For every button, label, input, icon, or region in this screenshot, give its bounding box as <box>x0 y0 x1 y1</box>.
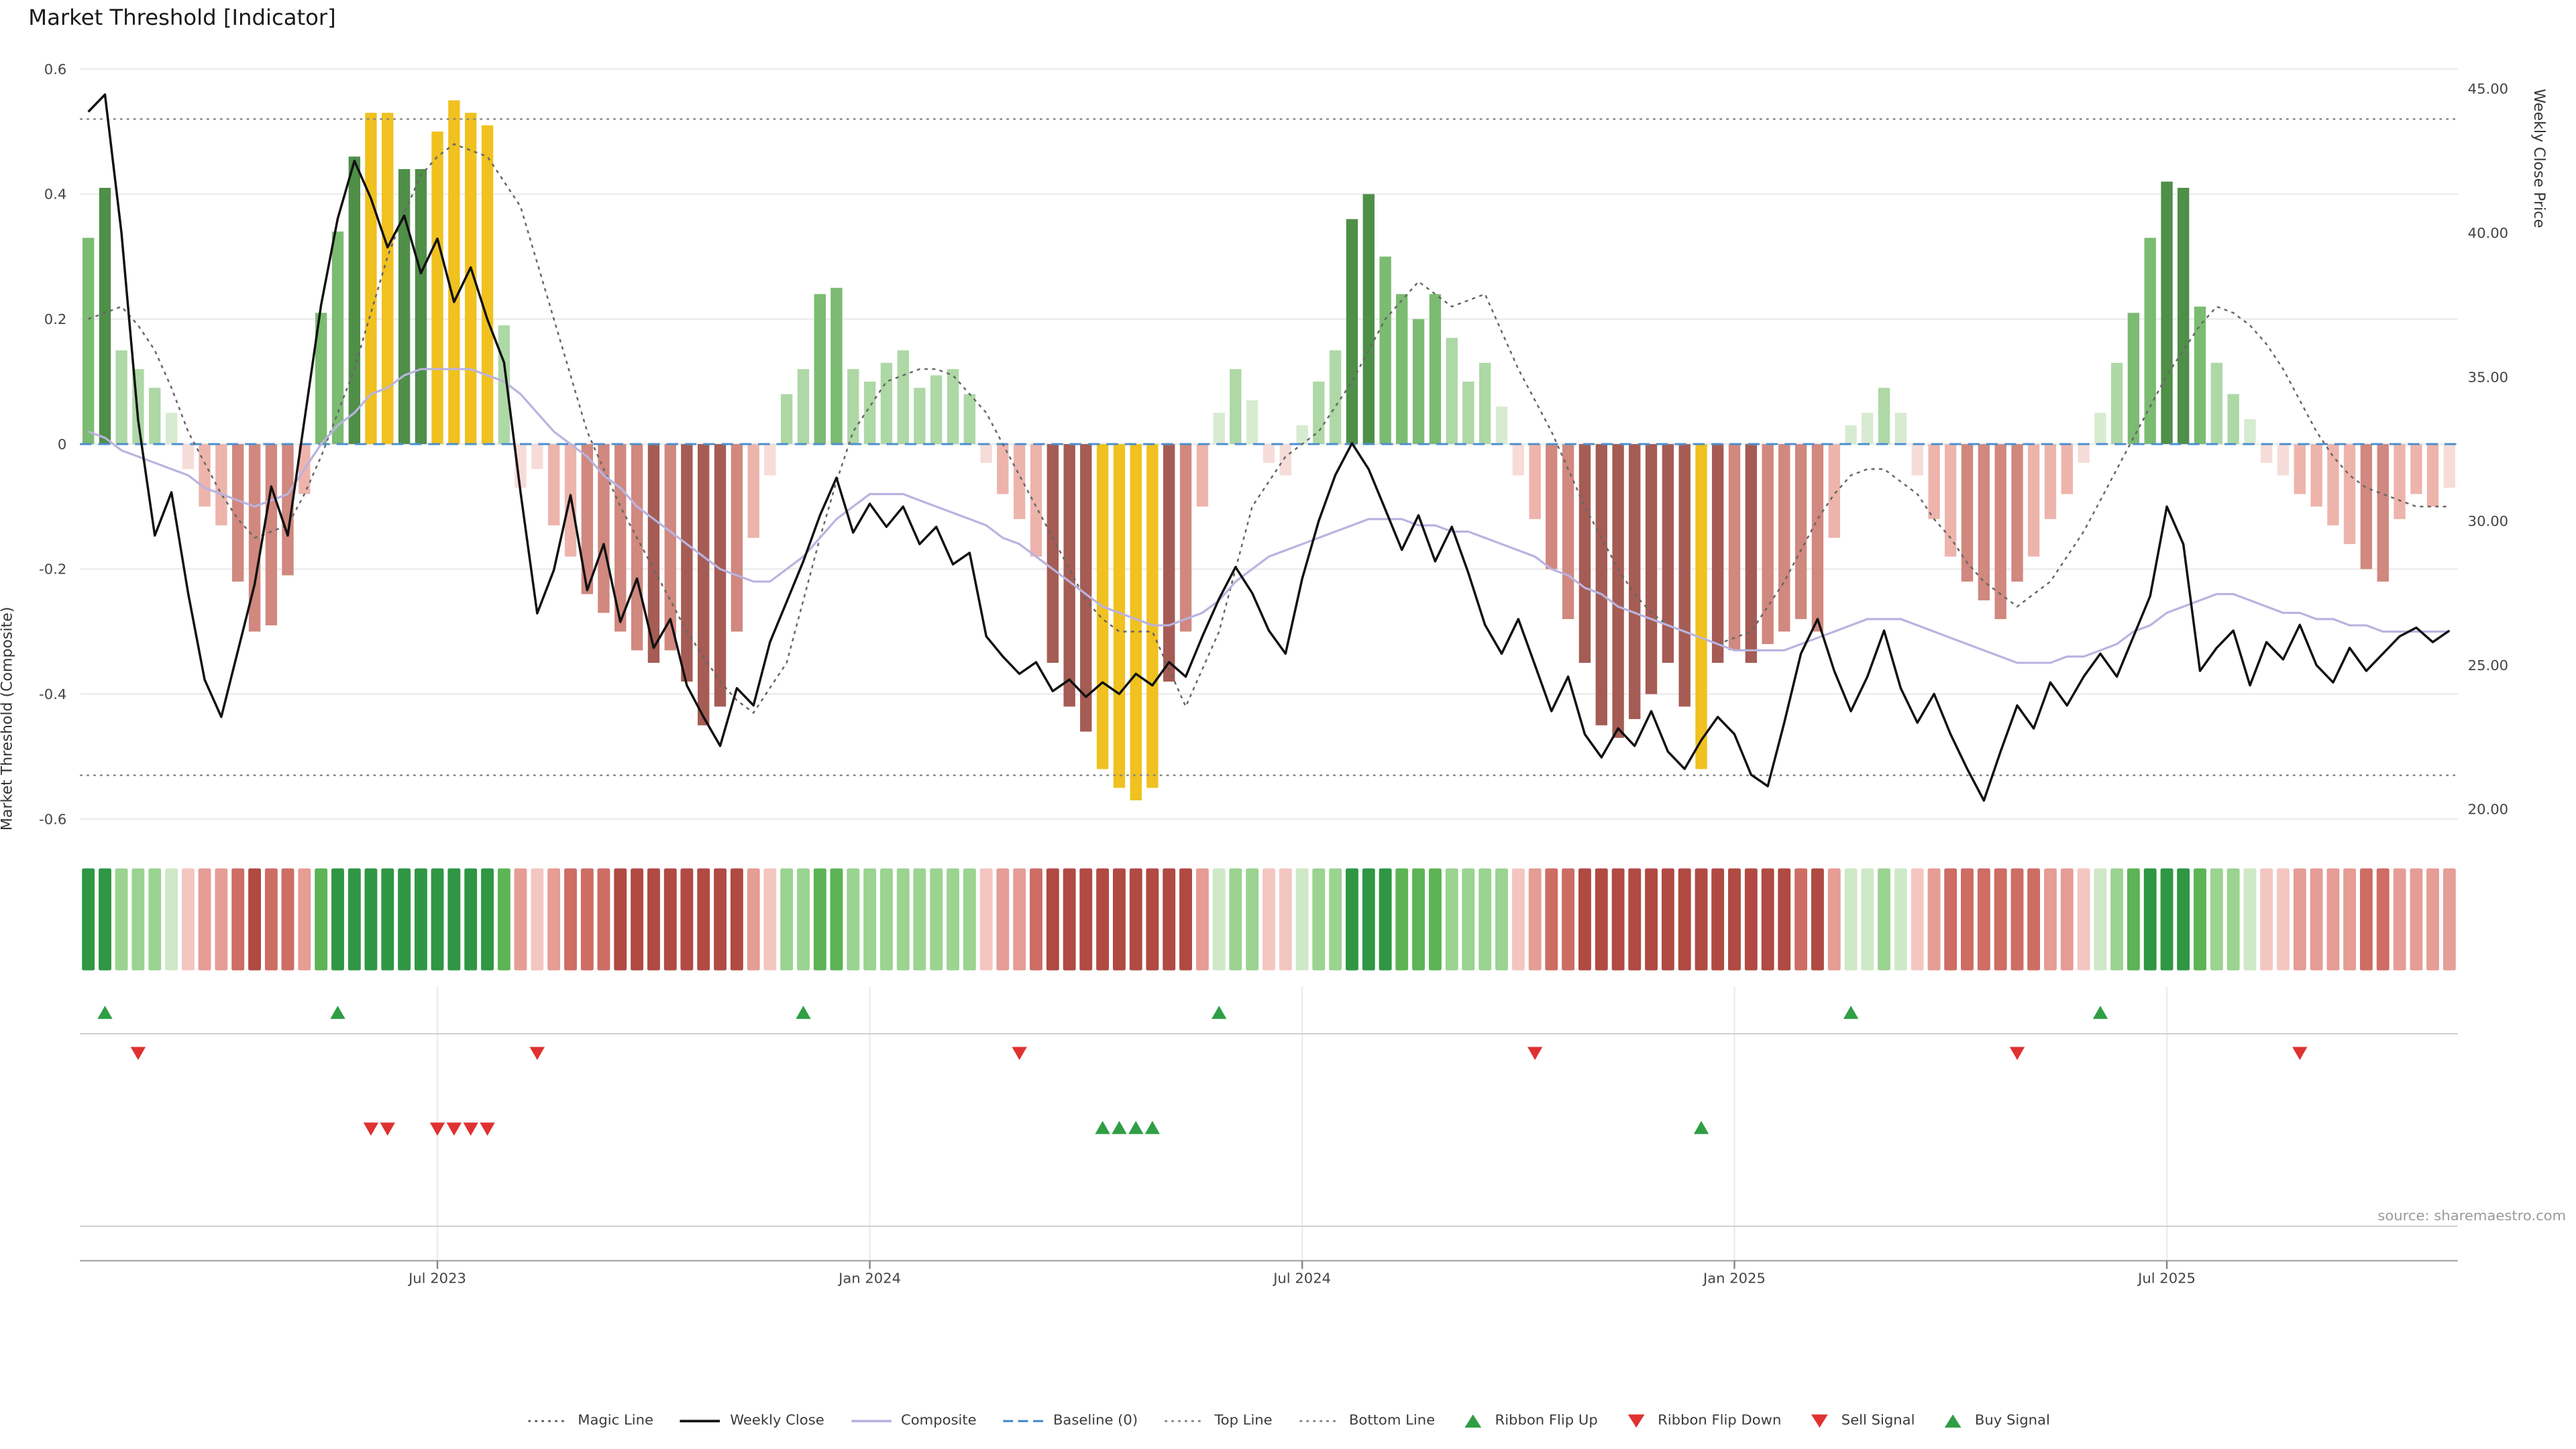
legend-marker-line-dotted-icon <box>1299 1419 1340 1422</box>
svg-text:Jul 2023: Jul 2023 <box>407 1271 466 1287</box>
buy-signal-markers <box>1095 1120 1709 1134</box>
svg-text:0.2: 0.2 <box>44 311 67 327</box>
svg-text:0: 0 <box>58 436 66 452</box>
legend-marker-triangle-down-icon <box>1811 1414 1828 1428</box>
ribbon-flip-up-markers <box>97 1006 2108 1019</box>
legend-item-label: Top Line <box>1214 1413 1273 1430</box>
svg-text:20.00: 20.00 <box>2468 802 2508 818</box>
svg-text:-0.6: -0.6 <box>39 811 66 827</box>
composite-line <box>88 368 2450 664</box>
svg-text:0.6: 0.6 <box>44 61 67 77</box>
source-credit: source: sharemaestro.com <box>2377 1209 2567 1226</box>
legend-item-buy-signal: Buy Signal <box>1940 1413 2050 1430</box>
legend-marker-line-solid-icon <box>680 1419 720 1423</box>
legend-item-weekly-close: Weekly Close <box>678 1413 824 1430</box>
svg-text:Jan 2025: Jan 2025 <box>1702 1271 1766 1287</box>
legend-item-label: Magic Line <box>578 1413 653 1430</box>
svg-text:40.00: 40.00 <box>2468 225 2508 241</box>
v-gridlines <box>436 987 2168 1260</box>
chart-title: Market Threshold [Indicator] <box>28 6 336 32</box>
legend-marker-line-dotted-icon <box>1164 1419 1205 1422</box>
legend-marker-triangle-up-icon <box>1945 1414 1962 1428</box>
svg-text:Jul 2024: Jul 2024 <box>1272 1271 1331 1287</box>
right-axis-label: Weekly Close Price <box>2529 89 2546 229</box>
legend-item-label: Ribbon Flip Down <box>1658 1413 1782 1430</box>
legend-item-bottom-line: Bottom Line <box>1297 1413 1435 1430</box>
legend-item-ribbon-flip-up: Ribbon Flip Up <box>1460 1413 1598 1430</box>
x-axis-ticks: Jul 2023 Jan 2024 Jul 2024 Jan 2025 Jul 2025 <box>407 1260 2196 1286</box>
left-axis-ticks: 0.6 0.4 0.2 0 -0.2 -0.4 -0.6 <box>39 61 66 827</box>
ribbon-strip <box>82 868 2456 971</box>
legend-item-baseline-0-: Baseline (0) <box>1002 1413 1138 1430</box>
legend-item-label: Baseline (0) <box>1053 1413 1138 1430</box>
legend-marker-triangle-down-icon <box>1627 1414 1645 1428</box>
svg-text:35.00: 35.00 <box>2468 369 2508 385</box>
svg-text:-0.2: -0.2 <box>39 561 66 578</box>
legend-marker-triangle-up-icon <box>1464 1414 1482 1428</box>
weekly-close-line <box>87 93 2451 802</box>
legend-item-ribbon-flip-down: Ribbon Flip Down <box>1623 1413 1781 1430</box>
legend-item-composite: Composite <box>849 1413 977 1430</box>
legend-item-label: Ribbon Flip Up <box>1495 1413 1598 1430</box>
legend-marker-line-dotted-icon <box>527 1419 568 1422</box>
svg-text:-0.4: -0.4 <box>39 686 66 702</box>
legend-item-sell-signal: Sell Signal <box>1807 1413 1915 1430</box>
magic-line <box>88 143 2450 714</box>
svg-text:Jul 2025: Jul 2025 <box>2137 1271 2196 1287</box>
legend-item-label: Bottom Line <box>1348 1413 1436 1430</box>
legend-item-magic-line: Magic Line <box>526 1413 653 1430</box>
svg-text:25.00: 25.00 <box>2468 657 2508 674</box>
legend-item-top-line: Top Line <box>1163 1413 1273 1430</box>
svg-text:45.00: 45.00 <box>2468 81 2508 97</box>
sell-signal-markers <box>363 1122 495 1136</box>
legend: Magic Line Weekly Close Composite Baseline … <box>0 1413 2576 1430</box>
legend-item-label: Buy Signal <box>1974 1413 2050 1430</box>
svg-text:30.00: 30.00 <box>2468 513 2508 529</box>
svg-text:Jan 2024: Jan 2024 <box>837 1271 901 1287</box>
svg-text:0.4: 0.4 <box>44 186 67 203</box>
legend-item-label: Weekly Close <box>730 1413 824 1430</box>
legend-marker-line-dashed-icon <box>1003 1419 1044 1422</box>
legend-marker-line-solid-icon <box>851 1419 892 1423</box>
right-axis-ticks: 45.00 40.00 35.00 30.00 25.00 20.00 <box>2468 81 2508 818</box>
composite-bars <box>82 100 2456 801</box>
legend-item-label: Composite <box>900 1413 977 1430</box>
ribbon-flip-down-markers <box>130 1046 2308 1061</box>
legend-item-label: Sell Signal <box>1841 1413 1915 1430</box>
